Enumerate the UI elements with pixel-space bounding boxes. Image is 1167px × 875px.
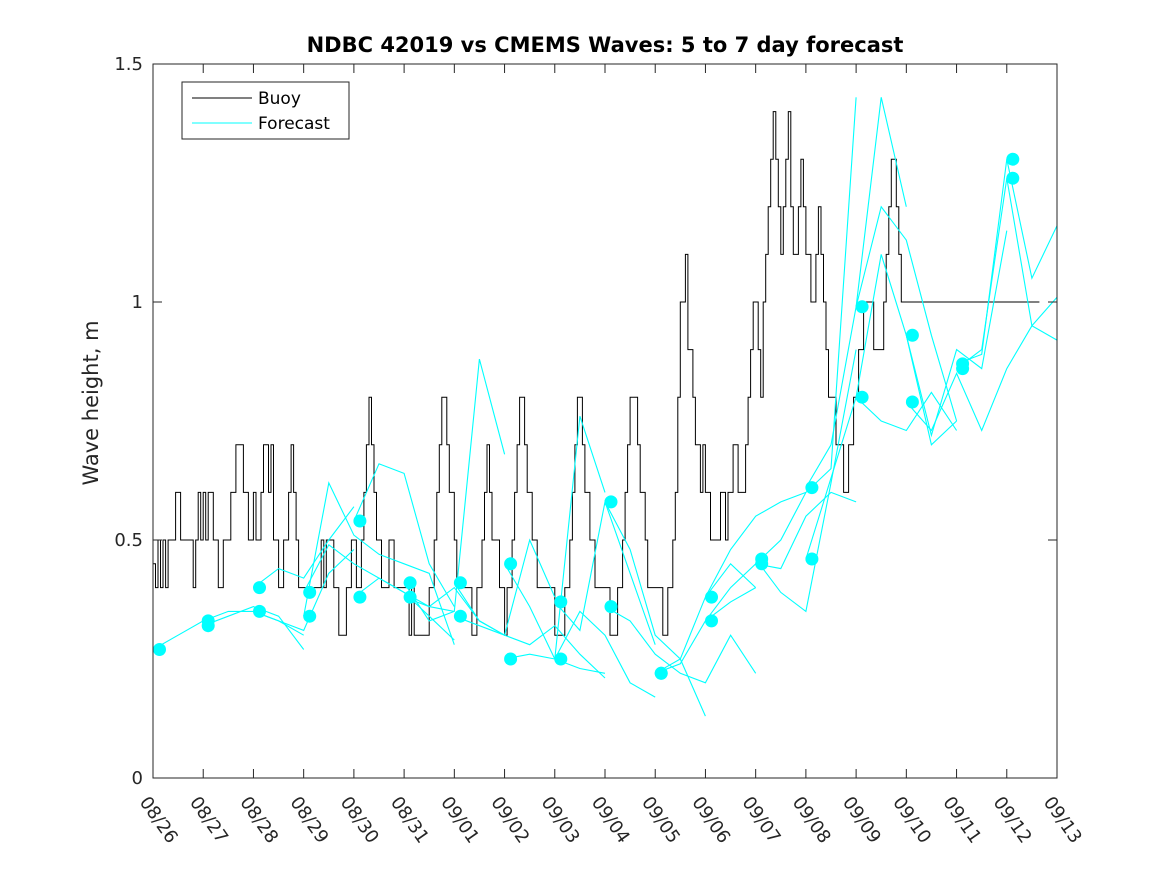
forecast-line-8 <box>403 358 506 622</box>
forecast-marker-10 <box>403 590 417 604</box>
forecast-line-3 <box>253 549 355 632</box>
forecast-marker-34 <box>1006 171 1020 185</box>
forecast-marker-28 <box>855 390 869 404</box>
forecast-line-28 <box>905 230 1008 438</box>
forecast-marker-15 <box>554 595 568 609</box>
legend-box <box>181 81 350 140</box>
forecast-marker-27 <box>855 300 869 314</box>
forecast-marker-8 <box>353 590 367 604</box>
forecast-line-26 <box>855 205 958 422</box>
y-axis-label: Wave height, m <box>79 320 103 485</box>
forecast-marker-24 <box>755 552 769 566</box>
forecast-marker-5 <box>303 585 317 599</box>
forecast-line-1 <box>203 606 305 650</box>
chart-title: NDBC 42019 vs CMEMS Waves: 5 to 7 day fo… <box>307 33 904 57</box>
forecast-marker-9 <box>403 576 417 590</box>
forecast-marker-3 <box>253 581 266 595</box>
legend-label-forecast: Forecast <box>258 114 330 134</box>
forecast-marker-4 <box>253 604 266 618</box>
y-tick-label: 0 <box>132 768 143 789</box>
forecast-line-6 <box>353 463 455 607</box>
forecast-marker-22 <box>705 614 718 628</box>
forecast-marker-20 <box>654 666 668 680</box>
forecast-marker-16 <box>554 652 568 666</box>
forecast-line-7 <box>353 577 455 612</box>
forecast-line-5 <box>303 481 455 645</box>
forecast-marker-12 <box>453 609 467 623</box>
forecast-marker-13 <box>504 557 518 571</box>
forecast-line-11 <box>454 615 606 679</box>
legend-label-buoy: Buoy <box>258 89 301 109</box>
forecast-marker-6 <box>303 609 317 623</box>
forecast-marker-30 <box>905 395 919 409</box>
y-tick-label: 0.5 <box>114 530 143 551</box>
y-axis: 0 0.5 1 1.5 <box>114 54 1057 789</box>
forecast-marker-26 <box>805 552 819 566</box>
forecast-marker-7 <box>353 514 367 528</box>
forecast-marker-32 <box>956 362 970 376</box>
forecast-marker-14 <box>504 652 518 666</box>
forecast-marker-0 <box>153 643 166 656</box>
forecast-series <box>152 97 1058 717</box>
forecast-marker-18 <box>604 600 618 614</box>
forecast-markers <box>153 152 1020 680</box>
forecast-marker-33 <box>1006 152 1020 166</box>
forecast-marker-11 <box>453 576 467 590</box>
forecast-line-20 <box>704 491 807 598</box>
forecast-line-23 <box>755 349 857 613</box>
forecast-line-16 <box>604 501 706 717</box>
forecast-line-2 <box>253 506 355 589</box>
forecast-line-15 <box>554 610 656 698</box>
legend: Buoy Forecast <box>181 81 350 140</box>
forecast-line-25 <box>805 391 958 560</box>
y-tick-label: 1 <box>132 292 143 313</box>
buoy-series <box>153 111 1040 636</box>
forecast-line-17 <box>604 606 757 684</box>
forecast-marker-2 <box>201 614 215 628</box>
plot-area <box>153 64 1057 778</box>
forecast-marker-21 <box>705 590 718 604</box>
y-tick-label: 1.5 <box>114 54 143 75</box>
forecast-marker-25 <box>805 481 819 495</box>
forecast-marker-29 <box>905 328 919 342</box>
forecast-line-21 <box>704 491 857 622</box>
buoy-line <box>153 111 1040 636</box>
forecast-marker-17 <box>604 495 618 509</box>
forecast-line-22 <box>755 97 857 565</box>
